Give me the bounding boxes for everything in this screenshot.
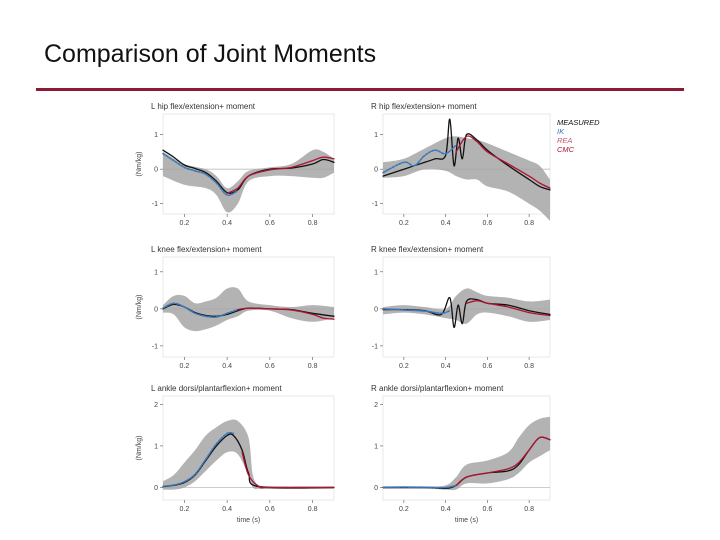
legend-entry-ik: IK xyxy=(557,127,565,136)
panel-2-series-measured xyxy=(382,118,551,191)
panel-2-xtick-label: 0.6 xyxy=(483,220,493,227)
panel-2-xtick-label: 0.2 xyxy=(399,220,409,227)
panel-6-title: R ankle dorsi/plantarflexion+ moment xyxy=(371,384,504,393)
panel-2-xtick-label: 0.8 xyxy=(524,220,534,227)
panel-1-series-measured xyxy=(162,149,335,194)
panel-5-ytick-label: 1 xyxy=(154,443,158,450)
panel-6-xlabel: time (s) xyxy=(455,517,478,524)
panel-3-xtick-label: 0.2 xyxy=(180,363,190,370)
panel-2-std-band xyxy=(383,136,550,221)
panel-6-ytick-label: 2 xyxy=(374,402,378,409)
panel-6-ytick-label: 0 xyxy=(374,485,378,492)
panel-3-std-band xyxy=(163,287,334,332)
panel-1-xtick-label: 0.2 xyxy=(180,220,190,227)
panel-5-std-band xyxy=(163,419,334,490)
panel-5-ytick-label: 2 xyxy=(154,402,158,409)
panel-2-title: R hip flex/extension+ moment xyxy=(371,102,477,111)
panel-5-series-cmc xyxy=(241,451,335,489)
title-divider xyxy=(36,88,684,91)
panel-1-series-cmc xyxy=(226,156,335,194)
panel-3-xtick-label: 0.4 xyxy=(222,363,232,370)
panel-1-ylabel: (Nm/kg) xyxy=(136,152,143,177)
panel-1-ytick-label: 0 xyxy=(154,167,158,174)
panel-4-ytick-label: -1 xyxy=(372,343,378,350)
panel-6-xtick-label: 0.8 xyxy=(524,506,534,513)
panel-3-title: L knee flex/extension+ moment xyxy=(151,245,262,254)
panel-1-std-band xyxy=(163,149,334,213)
panel-2-ytick-label: -1 xyxy=(372,201,378,208)
panel-2-ytick-label: 0 xyxy=(374,167,378,174)
panel-5-title: L ankle dorsi/plantarflexion+ moment xyxy=(151,384,282,393)
panel-6-series-cmc xyxy=(455,436,551,487)
panel-3-ylabel: (Nm/kg) xyxy=(136,295,143,320)
panel-3-series-ik xyxy=(162,302,239,318)
panel-5-ylabel: (Nm/kg) xyxy=(136,436,143,461)
panel-3-xtick-label: 0.6 xyxy=(265,363,275,370)
panel-4-std-band xyxy=(383,288,550,324)
panel-4-series-cmc xyxy=(465,300,551,317)
legend-entry-cmc: CMC xyxy=(557,145,575,154)
panel-2-series-cmc xyxy=(455,135,551,189)
panel-1-ytick-label: -1 xyxy=(152,201,158,208)
panel-5-series-ik xyxy=(162,431,235,488)
panel-5-xlabel: time (s) xyxy=(237,517,260,524)
panel-2-ytick-label: 1 xyxy=(374,132,378,139)
panel-5-xtick-label: 0.6 xyxy=(265,506,275,513)
panel-2-xtick-label: 0.4 xyxy=(441,220,451,227)
panel-4-xtick-label: 0.2 xyxy=(399,363,409,370)
panel-3-ytick-label: 1 xyxy=(154,269,158,276)
panel-4-ytick-label: 0 xyxy=(374,306,378,313)
panel-6-xtick-label: 0.6 xyxy=(483,506,493,513)
panel-4-series-ik xyxy=(382,308,451,315)
panel-6-xtick-label: 0.2 xyxy=(399,506,409,513)
legend-entry-rea: REA xyxy=(557,136,573,145)
panel-4-xtick-label: 0.8 xyxy=(524,363,534,370)
panel-3-ytick-label: 0 xyxy=(154,306,158,313)
panel-1-ytick-label: 1 xyxy=(154,132,158,139)
panel-6-xtick-label: 0.4 xyxy=(441,506,451,513)
panel-4-xtick-label: 0.4 xyxy=(441,363,451,370)
legend-entry-measured: MEASURED xyxy=(557,118,600,127)
panel-4-ytick-label: 1 xyxy=(374,269,378,276)
panel-3-series-cmc xyxy=(237,307,335,320)
panel-1-title: L hip flex/extension+ moment xyxy=(151,102,256,111)
panel-1-xtick-label: 0.6 xyxy=(265,220,275,227)
panel-3-ytick-label: -1 xyxy=(152,343,158,350)
panel-2-series-ik xyxy=(382,144,457,174)
panel-5-ytick-label: 0 xyxy=(154,485,158,492)
panel-1-series-ik xyxy=(162,152,239,197)
panel-5-xtick-label: 0.8 xyxy=(308,506,318,513)
panel-5-xtick-label: 0.2 xyxy=(180,506,190,513)
panel-6-series-ik xyxy=(382,484,457,489)
slide-title: Comparison of Joint Moments xyxy=(44,40,377,68)
panel-3-xtick-label: 0.8 xyxy=(308,363,318,370)
panel-6-std-band xyxy=(383,416,550,491)
chart-legend: MEASURED IK REA CMC xyxy=(557,118,600,154)
panel-4-xtick-label: 0.6 xyxy=(483,363,493,370)
panel-1-xtick-label: 0.8 xyxy=(308,220,318,227)
panel-1-xtick-label: 0.4 xyxy=(222,220,232,227)
panel-6-ytick-label: 1 xyxy=(374,443,378,450)
panel-5-xtick-label: 0.4 xyxy=(222,506,232,513)
panel-4-title: R knee flex/extension+ moment xyxy=(371,245,484,254)
